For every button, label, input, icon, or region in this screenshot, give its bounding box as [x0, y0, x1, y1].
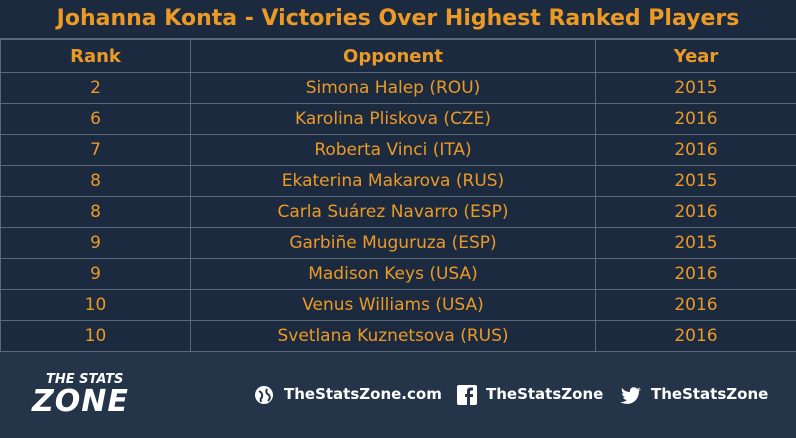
table-cell: 2 [0, 72, 191, 104]
logo-text: THE STATS [46, 372, 124, 387]
table-cell: Ekaterina Makarova (RUS) [190, 165, 596, 197]
table-cell: 8 [0, 165, 191, 197]
table-cell: 6 [0, 103, 191, 135]
table-row: 9 Garbiñe Muguruza (ESP) 2015 [0, 227, 796, 259]
table-cell: 7 [0, 134, 191, 166]
column-header: Rank [0, 39, 191, 73]
twitter-icon [620, 387, 641, 404]
table-cell: 9 [0, 258, 191, 290]
table-row: 9 Madison Keys (USA) 2016 [0, 258, 796, 290]
table-cell: 2015 [595, 72, 796, 104]
table-body: 2 Simona Halep (ROU) 2015 6 Karolina Pliskov… [0, 72, 796, 352]
table-cell: Venus Williams (USA) [190, 289, 596, 321]
table-cell: Roberta Vinci (ITA) [190, 134, 596, 166]
column-header: Opponent [190, 39, 596, 73]
table-cell: 2016 [595, 320, 796, 352]
table-cell: 10 [0, 289, 191, 321]
table-row: 10 Venus Williams (USA) 2016 [0, 289, 796, 321]
facebook-icon [457, 385, 477, 405]
table-cell: Simona Halep (ROU) [190, 72, 596, 104]
globe-icon [255, 386, 273, 404]
header-row: Rank Opponent Year [0, 39, 796, 73]
table-cell: 2015 [595, 165, 796, 197]
table-cell: 9 [0, 227, 191, 259]
table-cell: 2016 [595, 289, 796, 321]
title: Johanna Konta - Victories Over Highest R… [0, 0, 796, 39]
table-row: 7 Roberta Vinci (ITA) 2016 [0, 134, 796, 166]
table-cell: Svetlana Kuznetsova (RUS) [190, 320, 596, 352]
table-cell: Madison Keys (USA) [190, 258, 596, 290]
table-cell: 2016 [595, 134, 796, 166]
table-row: 6 Karolina Pliskova (CZE) 2016 [0, 103, 796, 135]
footer: THE STATS ZONE TheStatsZone.com TheStats… [0, 352, 796, 438]
table-cell: 2016 [595, 196, 796, 228]
logo-text: ZONE [32, 384, 129, 419]
twitter-link[interactable]: TheStatsZone [651, 385, 769, 403]
table-cell: 2016 [595, 258, 796, 290]
table-row: 8 Ekaterina Makarova (RUS) 2015 [0, 165, 796, 197]
table-cell: 8 [0, 196, 191, 228]
table: Rank Opponent Year 2 Simona Halep (ROU) 2015… [0, 39, 796, 352]
table-cell: 2016 [595, 103, 796, 135]
table-cell: Carla Suárez Navarro (ESP) [190, 196, 596, 228]
table-row: 2 Simona Halep (ROU) 2015 [0, 72, 796, 104]
table-cell: Karolina Pliskova (CZE) [190, 103, 596, 135]
website-link[interactable]: TheStatsZone.com [284, 385, 442, 403]
table-row: 10 Svetlana Kuznetsova (RUS) 2016 [0, 320, 796, 352]
column-header: Year [595, 39, 796, 73]
table-cell: Garbiñe Muguruza (ESP) [190, 227, 596, 259]
table-cell: 2015 [595, 227, 796, 259]
table-row: 8 Carla Suárez Navarro (ESP) 2016 [0, 196, 796, 228]
facebook-link[interactable]: TheStatsZone [486, 385, 604, 403]
table-cell: 10 [0, 320, 191, 352]
